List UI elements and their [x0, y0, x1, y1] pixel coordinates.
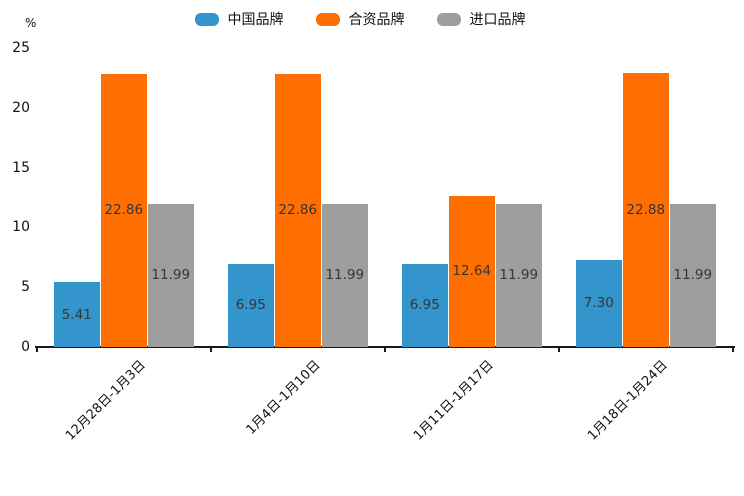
- y-axis-tick-label: 0: [21, 339, 30, 355]
- x-axis-line: [35, 346, 735, 348]
- bar-value-label: 7.30: [583, 295, 614, 312]
- x-axis-category-label: 1月18日-1月24日: [585, 357, 672, 444]
- legend-item-label: 中国品牌: [227, 12, 284, 28]
- bar-value-label: 22.86: [278, 202, 318, 219]
- y-axis-tick-label: 10: [12, 219, 30, 236]
- legend-marker-swatch: [315, 12, 340, 26]
- legend-marker-swatch: [436, 12, 461, 26]
- bar-value-label: 22.88: [626, 202, 666, 219]
- x-axis-category-label: 1月4日-1月10日: [243, 357, 324, 438]
- y-axis-tick-label: 25: [12, 40, 30, 56]
- y-axis-tick-label: 5: [21, 279, 30, 296]
- bar-value-label: 11.99: [151, 267, 191, 284]
- legend-item: 进口品牌: [436, 9, 526, 29]
- bar-value-label: 5.41: [61, 306, 92, 323]
- x-axis-tick: [731, 348, 734, 352]
- y-axis-tick-label: 15: [12, 159, 30, 176]
- chart-legend: 中国品牌 合资品牌 进口品牌: [0, 8, 744, 30]
- bar: [669, 203, 716, 347]
- bar-value-label: 11.99: [673, 267, 713, 284]
- legend-marker-swatch: [194, 12, 219, 26]
- bar: [622, 73, 669, 347]
- bar: [401, 263, 448, 347]
- y-axis-tick-label: 20: [12, 99, 30, 116]
- bar: [53, 282, 100, 347]
- bar-value-label: 12.64: [452, 263, 492, 280]
- bar: [321, 203, 368, 347]
- x-axis-tick: [209, 348, 212, 352]
- legend-item: 中国品牌: [194, 9, 284, 29]
- y-axis-unit-label: %: [25, 16, 37, 30]
- bar: [575, 259, 622, 347]
- legend-item: 合资品牌: [315, 9, 405, 29]
- bar-value-label: 6.95: [409, 297, 440, 314]
- x-axis-category-label: 1月11日-1月17日: [411, 357, 498, 444]
- bar-value-label: 11.99: [325, 267, 365, 284]
- bar: [100, 73, 147, 347]
- x-axis-tick: [383, 348, 386, 352]
- x-axis-tick: [35, 348, 38, 352]
- x-axis-tick: [557, 348, 560, 352]
- bar-value-label: 22.86: [104, 202, 144, 219]
- bar-value-label: 6.95: [235, 297, 266, 314]
- bar: [274, 73, 321, 347]
- bar: [227, 263, 274, 347]
- bar: [495, 203, 542, 347]
- bar: [448, 195, 495, 347]
- x-axis-category-label: 12月28日-1月3日: [63, 357, 150, 444]
- legend-item-label: 合资品牌: [348, 12, 405, 28]
- legend-item-label: 进口品牌: [469, 12, 526, 28]
- bar-value-label: 11.99: [499, 267, 539, 284]
- bar: [147, 203, 194, 347]
